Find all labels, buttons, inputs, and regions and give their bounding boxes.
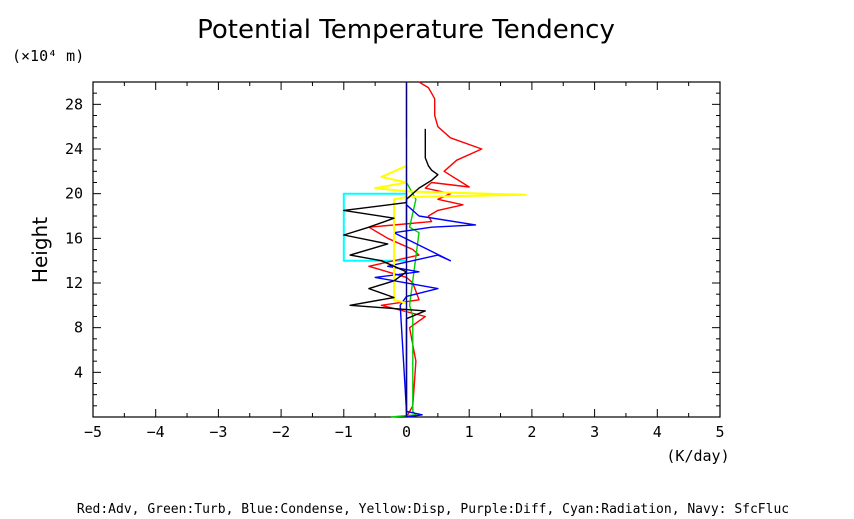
- series-layer: [342, 81, 527, 418]
- y-tick-label: 20: [65, 185, 83, 203]
- series-line-disp: [374, 137, 527, 317]
- x-tick-label: −3: [209, 423, 227, 441]
- series-line-adv: [368, 81, 483, 418]
- series-line-turb: [390, 82, 420, 418]
- x-tick-label: −2: [272, 423, 290, 441]
- y-tick-label: 24: [65, 140, 83, 158]
- x-tick-label: 2: [527, 423, 536, 441]
- y-tick-label: 4: [74, 363, 83, 381]
- y-tick-label: 28: [65, 95, 83, 113]
- y-unit-label: (×10⁴ m): [12, 47, 84, 65]
- y-axis-label: Height: [28, 217, 52, 283]
- y-tick-label: 12: [65, 274, 83, 292]
- y-tick-label: 8: [74, 319, 83, 337]
- x-tick-label: 1: [465, 423, 474, 441]
- x-tick-label: 0: [402, 423, 411, 441]
- series-line-total: [343, 128, 439, 417]
- series-line-condense: [374, 204, 477, 418]
- x-tick-label: −5: [84, 423, 102, 441]
- legend-caption: Red:Adv, Green:Turb, Blue:Condense, Yell…: [77, 502, 789, 517]
- x-tick-label: 3: [590, 423, 599, 441]
- x-axis-label: (K/day): [666, 447, 729, 465]
- y-tick-label: 16: [65, 229, 83, 247]
- x-tick-label: 5: [715, 423, 724, 441]
- x-tick-label: 4: [653, 423, 662, 441]
- x-tick-label: −1: [335, 423, 353, 441]
- x-tick-label: −4: [147, 423, 165, 441]
- chart-title: Potential Temperature Tendency: [197, 15, 615, 45]
